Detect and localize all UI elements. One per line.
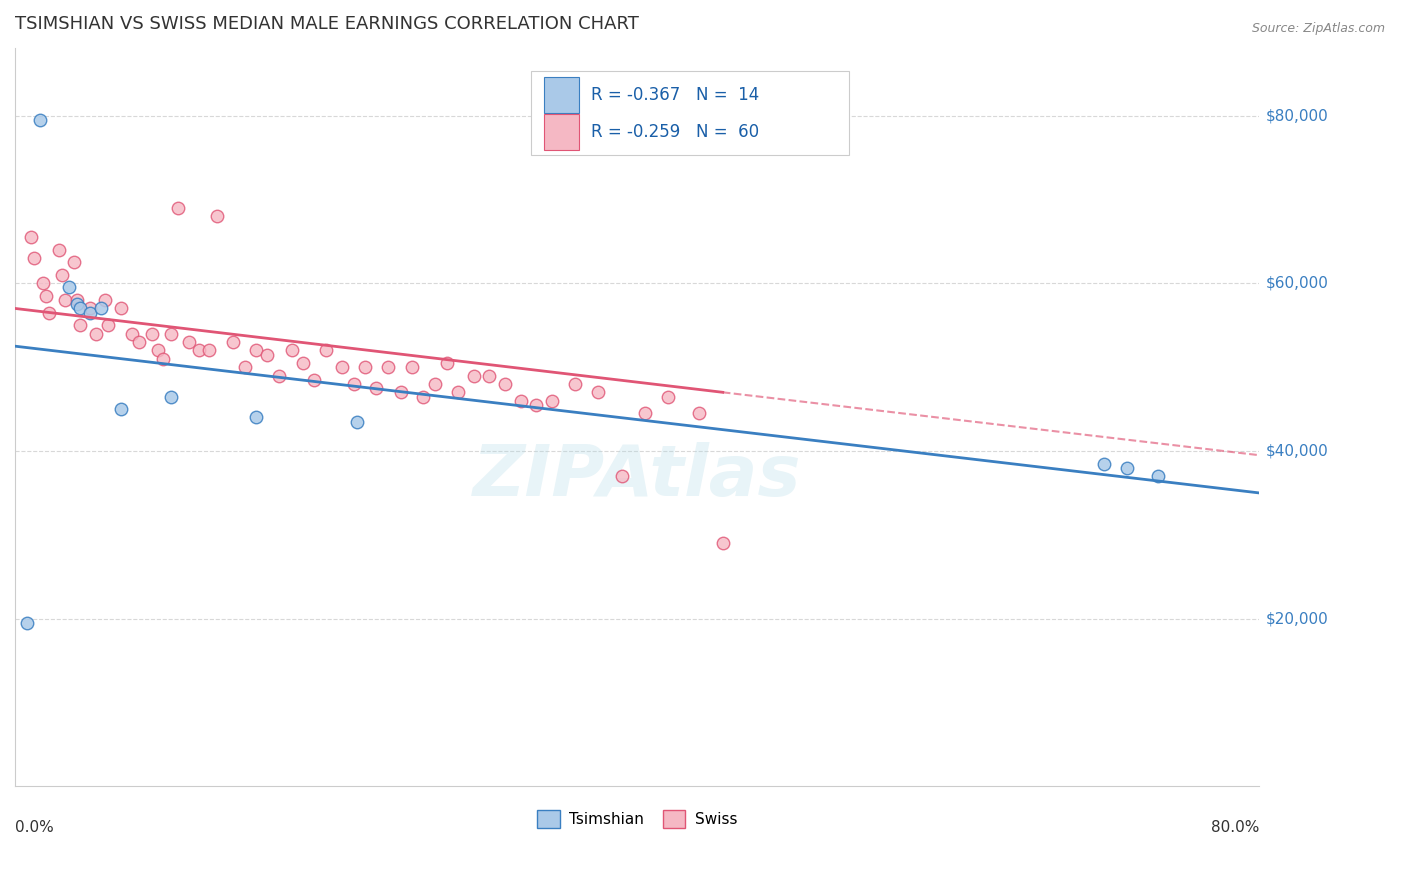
Text: TSIMSHIAN VS SWISS MEDIAN MALE EARNINGS CORRELATION CHART: TSIMSHIAN VS SWISS MEDIAN MALE EARNINGS …: [15, 15, 638, 33]
Point: [401, 360, 423, 375]
Point: [205, 209, 228, 223]
Point: [364, 381, 387, 395]
Point: [610, 469, 633, 483]
Point: [84, 326, 107, 341]
Point: [494, 376, 516, 391]
Point: [302, 373, 325, 387]
Point: [412, 390, 434, 404]
Point: [711, 536, 734, 550]
Point: [281, 343, 304, 358]
Point: [478, 368, 501, 383]
Point: [97, 318, 120, 333]
Point: [63, 255, 86, 269]
Point: [256, 347, 278, 361]
Point: [94, 293, 117, 307]
Point: [22, 251, 45, 265]
Text: Source: ZipAtlas.com: Source: ZipAtlas.com: [1251, 22, 1385, 36]
Point: [159, 390, 181, 404]
Point: [66, 297, 89, 311]
Point: [35, 289, 58, 303]
Legend: Tsimshian, Swiss: Tsimshian, Swiss: [531, 805, 744, 834]
Point: [540, 393, 562, 408]
Point: [346, 415, 368, 429]
Point: [688, 406, 710, 420]
Point: [1116, 460, 1139, 475]
Point: [32, 277, 55, 291]
Text: R = -0.259   N =  60: R = -0.259 N = 60: [591, 123, 759, 141]
Point: [233, 360, 256, 375]
Point: [146, 343, 169, 358]
Text: ZIPAtlas: ZIPAtlas: [472, 442, 801, 511]
Point: [167, 201, 190, 215]
Point: [90, 301, 112, 316]
Point: [141, 326, 163, 341]
Point: [564, 376, 586, 391]
Point: [51, 268, 73, 282]
Point: [315, 343, 337, 358]
Point: [110, 301, 132, 316]
Text: $40,000: $40,000: [1265, 443, 1329, 458]
Point: [222, 334, 245, 349]
Point: [291, 356, 314, 370]
Point: [198, 343, 221, 358]
Point: [38, 305, 60, 319]
Text: $60,000: $60,000: [1265, 276, 1329, 291]
Text: $20,000: $20,000: [1265, 611, 1329, 626]
Point: [330, 360, 353, 375]
Point: [69, 318, 91, 333]
Point: [152, 351, 174, 366]
Point: [245, 343, 267, 358]
Point: [447, 385, 470, 400]
Point: [20, 230, 42, 244]
FancyBboxPatch shape: [531, 70, 849, 155]
Point: [245, 410, 267, 425]
Point: [509, 393, 531, 408]
Point: [69, 301, 91, 316]
Point: [28, 112, 51, 127]
Point: [159, 326, 181, 341]
Text: R = -0.367   N =  14: R = -0.367 N = 14: [591, 86, 759, 104]
Point: [423, 376, 446, 391]
Point: [436, 356, 458, 370]
Point: [110, 402, 132, 417]
Point: [53, 293, 76, 307]
Point: [657, 390, 679, 404]
Point: [389, 385, 412, 400]
Point: [128, 334, 150, 349]
Point: [1092, 457, 1115, 471]
Text: $80,000: $80,000: [1265, 108, 1329, 123]
Point: [48, 243, 70, 257]
Point: [354, 360, 377, 375]
Point: [524, 398, 547, 412]
Point: [66, 293, 89, 307]
Point: [588, 385, 610, 400]
Point: [187, 343, 209, 358]
Text: 80.0%: 80.0%: [1211, 820, 1260, 835]
Point: [179, 334, 201, 349]
FancyBboxPatch shape: [544, 114, 579, 150]
Point: [1147, 469, 1170, 483]
FancyBboxPatch shape: [544, 78, 579, 112]
Point: [634, 406, 657, 420]
Point: [17, 615, 39, 630]
Text: 0.0%: 0.0%: [15, 820, 53, 835]
Point: [343, 376, 366, 391]
Point: [377, 360, 399, 375]
Point: [463, 368, 485, 383]
Point: [121, 326, 143, 341]
Point: [58, 280, 80, 294]
Point: [79, 305, 101, 319]
Point: [79, 301, 101, 316]
Point: [269, 368, 291, 383]
